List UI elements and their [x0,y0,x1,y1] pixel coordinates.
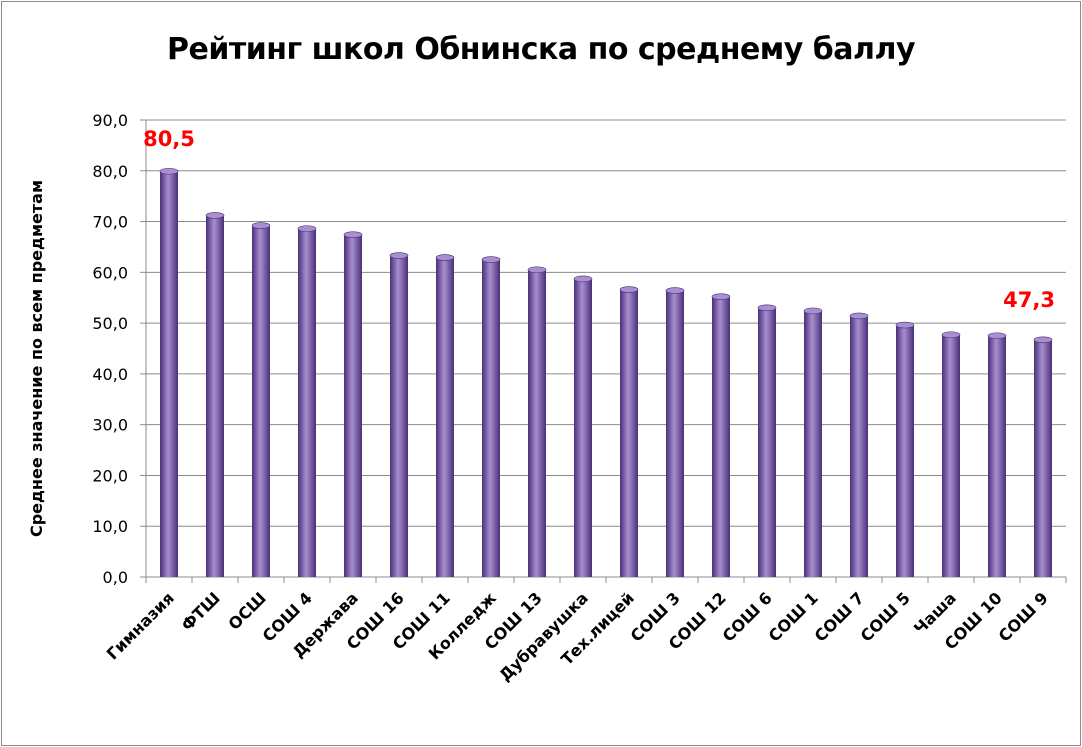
bar [251,222,271,577]
y-tick-label: 40,0 [92,365,128,384]
bar [343,231,363,577]
bar [987,332,1007,577]
y-tick-label: 90,0 [92,111,128,130]
y-tick-labels: 0,0 10,0 20,0 30,0 40,0 50,0 60,0 70,0 80,0 90,0 [92,111,128,587]
bar [389,252,409,577]
bar [205,212,225,577]
bar [1033,336,1053,577]
bar [435,254,455,577]
y-tick-label: 80,0 [92,162,128,181]
bar [297,225,317,577]
x-tick-label: СОШ 1 [765,588,822,645]
data-label: 47,3 [1003,288,1055,312]
bar [711,293,731,577]
x-tick-label: СОШ 6 [719,588,776,645]
chart-title: Рейтинг школ Обнинска по среднему баллу [166,32,916,67]
bar [849,312,869,577]
bar [481,256,501,577]
y-tick-label: 60,0 [92,263,128,282]
x-tick-label: ФТШ [177,588,223,634]
x-tick-label: Гимназия [103,588,178,663]
y-tick-label: 10,0 [92,517,128,536]
bar [527,266,547,577]
bar [573,275,593,577]
data-labels: 80,5 47,3 [143,127,1055,312]
gridlines [140,119,1066,578]
bar [803,307,823,577]
x-tick-label: СОШ 5 [857,588,914,645]
y-tick-label: 0,0 [103,568,128,587]
x-tick-label: СОШ 9 [995,588,1052,645]
x-tick-label: СОШ 7 [811,588,868,645]
bar [757,304,777,577]
bar [665,287,685,577]
y-tick-label: 50,0 [92,314,128,333]
bar [895,321,915,577]
y-axis-label: Среднее значение по всем предметам [27,180,46,537]
y-tick-label: 70,0 [92,213,128,232]
y-tick-label: 20,0 [92,466,128,485]
y-tick-label: 30,0 [92,416,128,435]
bar [941,331,961,577]
bar [159,167,179,577]
axes [145,120,1067,583]
bar [619,286,639,577]
data-label: 80,5 [143,127,195,151]
bars [159,167,1053,577]
